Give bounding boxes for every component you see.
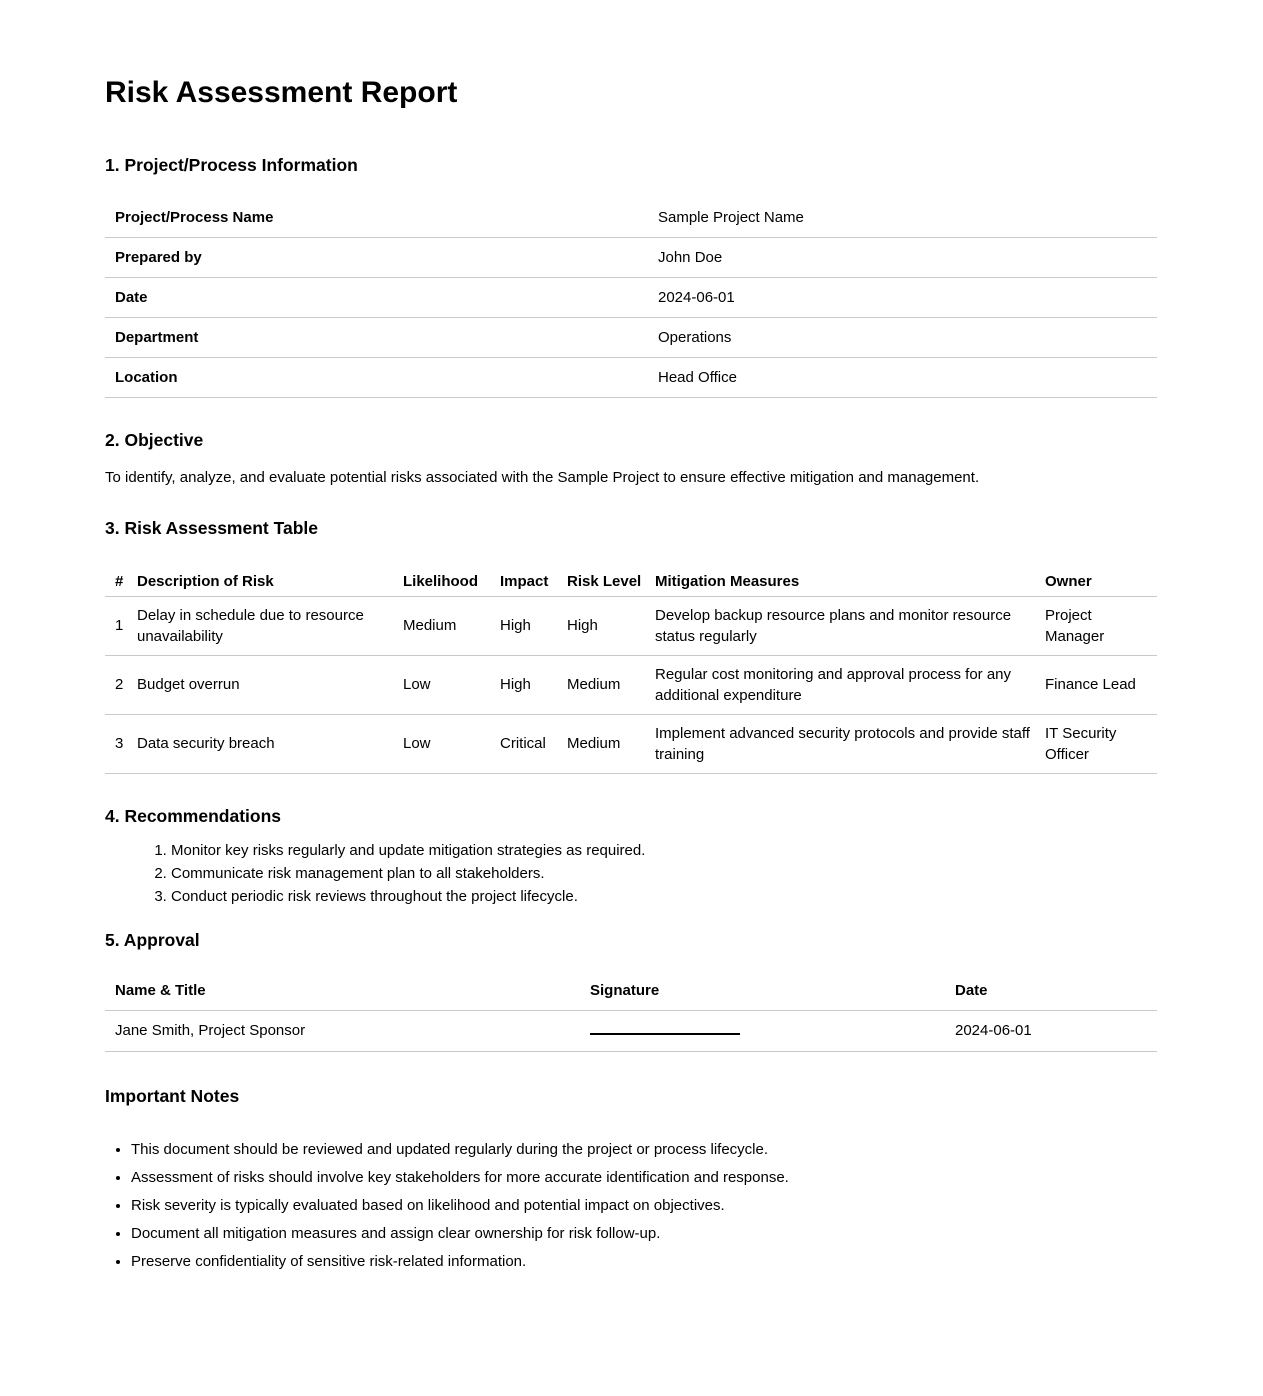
approver-name-title: Jane Smith, Project Sponsor: [105, 1010, 590, 1052]
risk-likelihood: Low: [403, 655, 500, 715]
project-info-table: Project/Process Name Sample Project Name…: [105, 197, 1157, 398]
info-label: Location: [105, 357, 658, 398]
section-heading-approval: 5. Approval: [105, 929, 200, 950]
column-header-signature: Signature: [590, 970, 955, 1011]
note-item: Preserve confidentiality of sensitive ri…: [131, 1251, 1157, 1272]
risk-assessment-table: # Description of Risk Likelihood Impact …: [105, 566, 1157, 774]
risk-owner: Project Manager: [1045, 596, 1157, 656]
risk-level: Medium: [567, 655, 655, 715]
section-heading-risk-table: 3. Risk Assessment Table: [105, 517, 319, 538]
column-header-impact: Impact: [500, 566, 567, 597]
info-label: Department: [105, 317, 658, 358]
section-heading-project-info: 1. Project/Process Information: [105, 154, 358, 175]
risk-row: 3 Data security breach Low Critical Medi…: [105, 714, 1157, 774]
risk-impact: Critical: [500, 714, 567, 774]
column-header-description: Description of Risk: [137, 566, 403, 597]
signature-line: [590, 1020, 740, 1035]
risk-level: High: [567, 596, 655, 656]
risk-impact: High: [500, 655, 567, 715]
risk-description: Data security breach: [137, 714, 403, 774]
note-item: Risk severity is typically evaluated bas…: [131, 1195, 1157, 1216]
risk-impact: High: [500, 596, 567, 656]
risk-mitigation: Develop backup resource plans and monito…: [655, 596, 1045, 656]
approval-header-row: Name & Title Signature Date: [105, 970, 1157, 1011]
section-heading-important-notes: Important Notes: [105, 1085, 240, 1106]
risk-row: 2 Budget overrun Low High Medium Regular…: [105, 655, 1157, 715]
section-heading-objective: 2. Objective: [105, 429, 204, 450]
approval-row: Jane Smith, Project Sponsor 2024-06-01: [105, 1010, 1157, 1052]
info-row: Location Head Office: [105, 357, 1157, 398]
info-row: Prepared by John Doe: [105, 237, 1157, 278]
recommendation-item: Monitor key risks regularly and update m…: [171, 839, 1157, 862]
note-item: Document all mitigation measures and ass…: [131, 1223, 1157, 1244]
risk-num: 1: [105, 596, 137, 656]
risk-owner: IT Security Officer: [1045, 714, 1157, 774]
risk-level: Medium: [567, 714, 655, 774]
info-value: Head Office: [658, 357, 1157, 398]
column-header-date: Date: [955, 970, 1157, 1011]
column-header-likelihood: Likelihood: [403, 566, 500, 597]
risk-row: 1 Delay in schedule due to resource unav…: [105, 596, 1157, 656]
risk-mitigation: Implement advanced security protocols an…: [655, 714, 1045, 774]
recommendations-list: Monitor key risks regularly and update m…: [105, 839, 1157, 908]
note-item: Assessment of risks should involve key s…: [131, 1167, 1157, 1188]
objective-text: To identify, analyze, and evaluate poten…: [105, 468, 980, 486]
risk-description: Delay in schedule due to resource unavai…: [137, 596, 403, 656]
info-value: Sample Project Name: [658, 197, 1157, 238]
note-item: This document should be reviewed and upd…: [131, 1139, 1157, 1160]
info-value: John Doe: [658, 237, 1157, 278]
recommendation-item: Communicate risk management plan to all …: [171, 862, 1157, 885]
info-value: Operations: [658, 317, 1157, 358]
risk-description: Budget overrun: [137, 655, 403, 715]
page-title: Risk Assessment Report: [105, 76, 458, 109]
risk-owner: Finance Lead: [1045, 655, 1157, 715]
info-value: 2024-06-01: [658, 277, 1157, 318]
info-label: Project/Process Name: [105, 197, 658, 238]
risk-mitigation: Regular cost monitoring and approval pro…: [655, 655, 1045, 715]
column-header-risk-level: Risk Level: [567, 566, 655, 597]
column-header-mitigation: Mitigation Measures: [655, 566, 1045, 597]
risk-num: 2: [105, 655, 137, 715]
risk-table-header-row: # Description of Risk Likelihood Impact …: [105, 566, 1157, 597]
info-row: Department Operations: [105, 317, 1157, 358]
approval-table: Name & Title Signature Date Jane Smith, …: [105, 970, 1157, 1052]
info-row: Project/Process Name Sample Project Name: [105, 197, 1157, 238]
info-label: Prepared by: [105, 237, 658, 278]
info-label: Date: [105, 277, 658, 318]
section-heading-recommendations: 4. Recommendations: [105, 805, 282, 826]
report-page: Risk Assessment Report 1. Project/Proces…: [0, 0, 1263, 1272]
recommendation-item: Conduct periodic risk reviews throughout…: [171, 885, 1157, 908]
risk-num: 3: [105, 714, 137, 774]
approval-date: 2024-06-01: [955, 1010, 1157, 1052]
column-header-name-title: Name & Title: [105, 970, 590, 1011]
column-header-num: #: [105, 566, 137, 597]
important-notes-list: This document should be reviewed and upd…: [105, 1139, 1157, 1272]
risk-likelihood: Low: [403, 714, 500, 774]
info-row: Date 2024-06-01: [105, 277, 1157, 318]
risk-likelihood: Medium: [403, 596, 500, 656]
column-header-owner: Owner: [1045, 566, 1157, 597]
signature-cell: [590, 1010, 955, 1052]
